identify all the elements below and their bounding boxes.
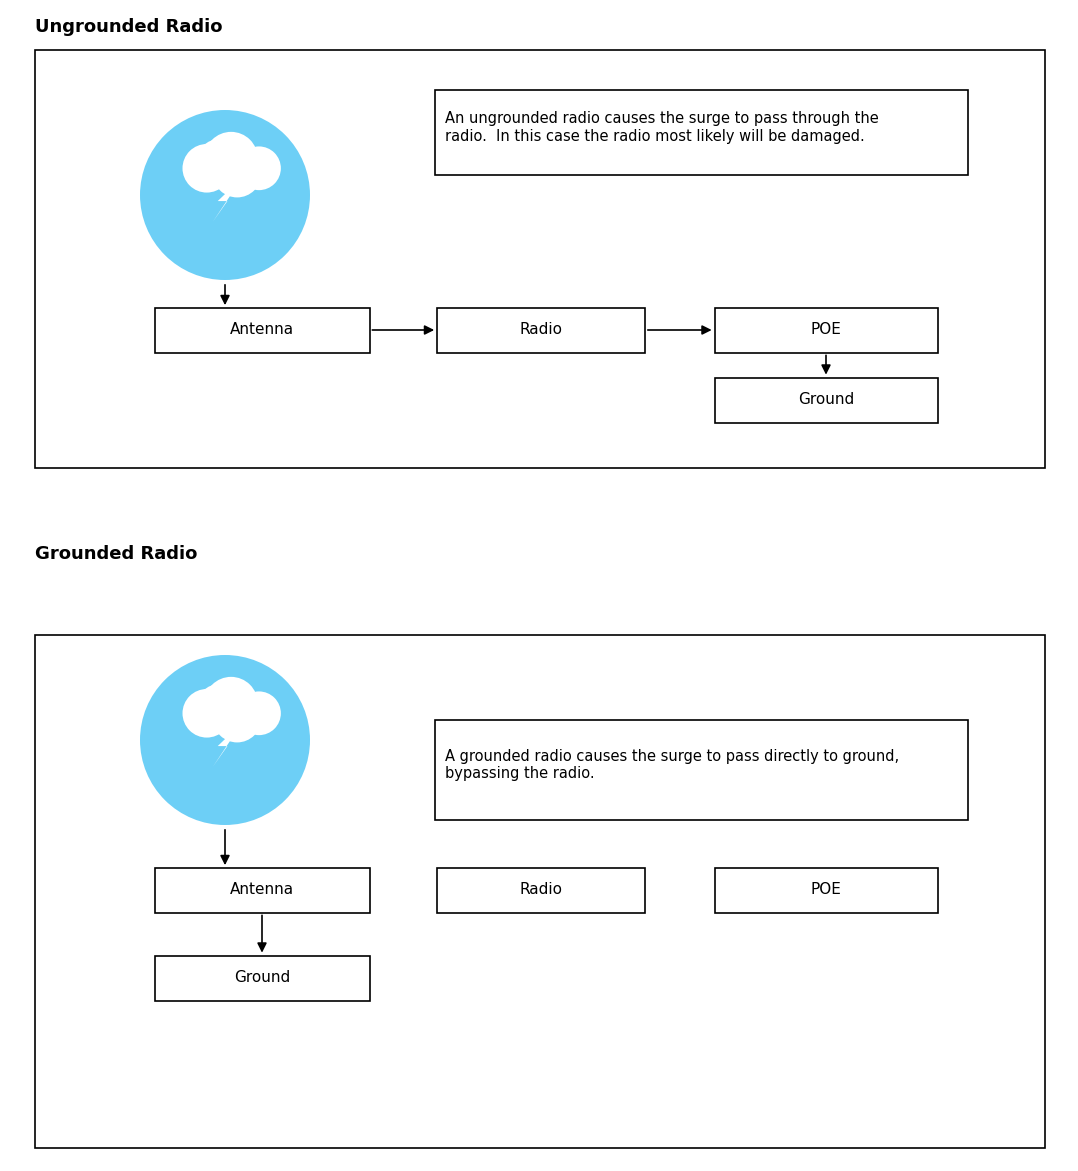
Circle shape (237, 691, 281, 735)
Bar (436, 720, 968, 820)
Circle shape (140, 110, 310, 280)
Bar (715, 868, 938, 912)
Text: POE: POE (811, 322, 842, 337)
Text: POE: POE (811, 883, 842, 897)
Text: Ground: Ground (234, 971, 290, 986)
Circle shape (237, 146, 281, 190)
Text: A grounded radio causes the surge to pass directly to ground,
bypassing the radi: A grounded radio causes the surge to pas… (445, 748, 899, 781)
Bar (715, 377, 938, 423)
Circle shape (212, 694, 262, 742)
Bar (34, 635, 1045, 1148)
Text: An ungrounded radio causes the surge to pass through the
radio.  In this case th: An ungrounded radio causes the surge to … (445, 111, 879, 144)
Circle shape (205, 132, 258, 185)
Bar (154, 956, 370, 1000)
Polygon shape (212, 173, 247, 221)
Text: Radio: Radio (520, 883, 563, 897)
Bar (715, 308, 938, 352)
Text: Ungrounded Radio: Ungrounded Radio (34, 18, 222, 36)
Text: Radio: Radio (520, 322, 563, 337)
Text: Grounded Radio: Grounded Radio (34, 545, 197, 563)
Text: Ground: Ground (798, 392, 854, 408)
Text: Antenna: Antenna (230, 322, 294, 337)
Bar (154, 868, 370, 912)
Circle shape (205, 677, 258, 731)
Circle shape (182, 144, 231, 192)
Circle shape (182, 689, 231, 738)
Bar (34, 50, 1045, 468)
Circle shape (197, 139, 240, 183)
Text: Antenna: Antenna (230, 883, 294, 897)
Bar (154, 308, 370, 352)
Circle shape (212, 149, 262, 198)
Polygon shape (212, 718, 247, 767)
Circle shape (197, 684, 240, 728)
Bar (437, 308, 645, 352)
Bar (436, 90, 968, 174)
Bar (437, 868, 645, 912)
Circle shape (140, 655, 310, 826)
